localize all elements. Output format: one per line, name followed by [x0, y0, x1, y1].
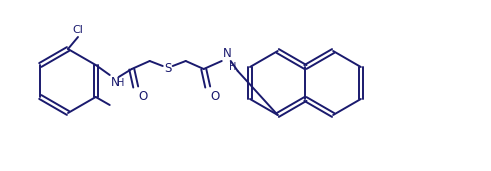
Text: N: N	[223, 47, 231, 60]
Text: H: H	[229, 62, 236, 72]
Text: N: N	[110, 76, 119, 89]
Text: H: H	[117, 78, 124, 88]
Text: O: O	[139, 90, 148, 103]
Text: O: O	[211, 90, 220, 103]
Text: Cl: Cl	[73, 25, 83, 35]
Text: S: S	[164, 62, 171, 76]
